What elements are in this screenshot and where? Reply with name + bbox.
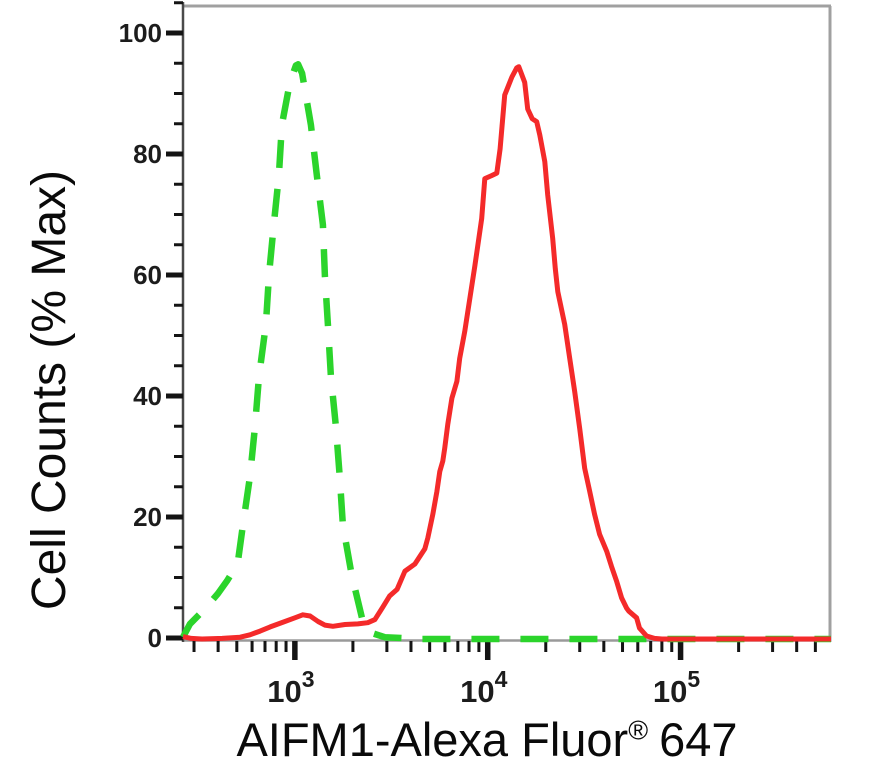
y-tick-label: 20 bbox=[133, 502, 162, 532]
x-tick-label: 104 bbox=[460, 666, 507, 709]
y-tick-label: 0 bbox=[148, 623, 162, 653]
y-tick-label: 60 bbox=[133, 260, 162, 290]
registered-trademark-icon: ® bbox=[628, 715, 649, 746]
curve-green-dashed-control bbox=[180, 61, 831, 643]
x-axis-title-number: 647 bbox=[659, 713, 738, 766]
y-tick-label: 40 bbox=[133, 381, 162, 411]
x-axis-title: AIFM1-Alexa Fluor® 647 bbox=[163, 712, 811, 767]
x-tick-label: 103 bbox=[267, 666, 314, 709]
y-tick-label: 80 bbox=[133, 139, 162, 169]
x-tick-label: 105 bbox=[653, 666, 700, 709]
x-axis-title-text: AIFM1-Alexa Fluor bbox=[236, 713, 629, 766]
y-axis-title: Cell Counts (% Max) bbox=[23, 169, 76, 611]
curve-red-solid-stained bbox=[182, 64, 831, 642]
y-tick-label: 100 bbox=[119, 18, 162, 48]
